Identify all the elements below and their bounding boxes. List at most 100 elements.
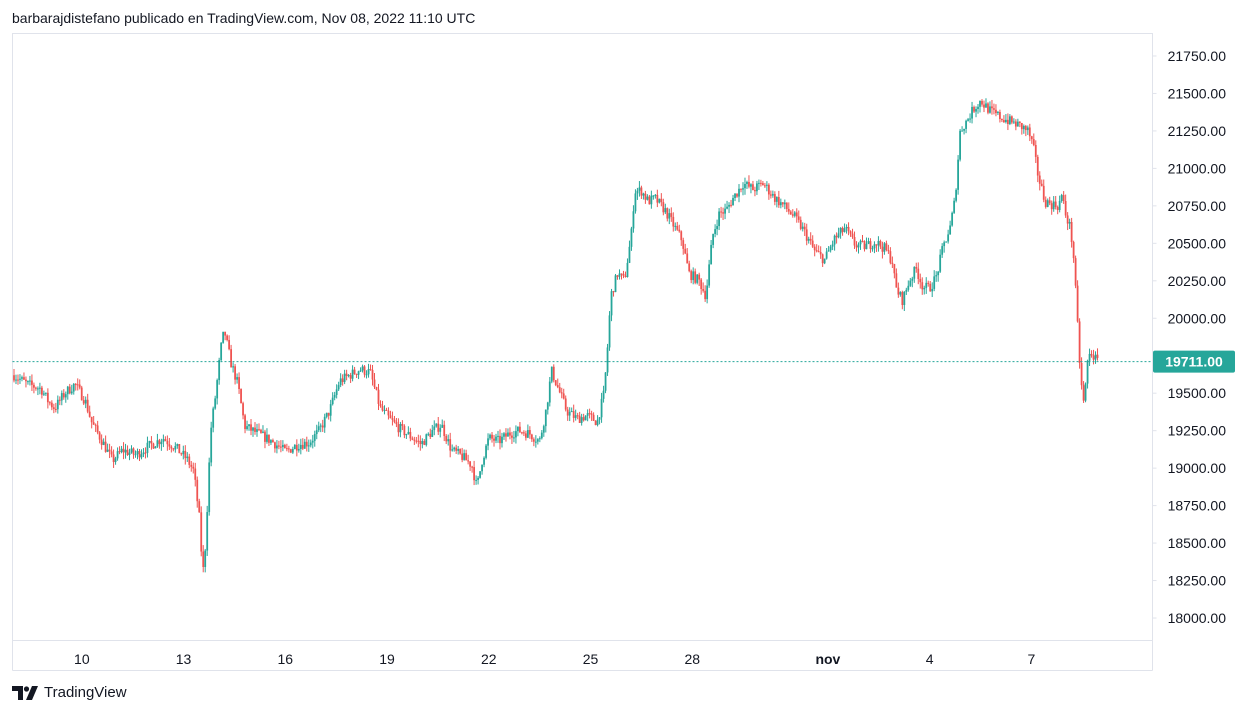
candle-body <box>556 385 559 388</box>
candle-body <box>1050 203 1053 210</box>
candle-body <box>299 444 302 449</box>
candle-body <box>397 424 400 433</box>
candle-body <box>979 100 981 107</box>
candle-body <box>86 399 89 412</box>
candle-body <box>25 379 27 382</box>
candle-body <box>48 402 51 404</box>
candle-body <box>140 454 143 458</box>
candle-body <box>1060 195 1063 201</box>
candle-body <box>666 208 669 219</box>
footer-brand[interactable]: TradingView <box>12 684 127 701</box>
candle-body <box>560 392 563 394</box>
candle-body <box>355 373 358 375</box>
candle-body <box>538 438 541 440</box>
candle-body <box>913 266 916 279</box>
candle-body <box>389 415 392 419</box>
candle-body <box>752 184 754 191</box>
candle-body <box>1036 156 1039 176</box>
candle-body <box>307 445 310 447</box>
candle-body <box>746 181 748 185</box>
candle-body <box>473 467 475 481</box>
candle-body <box>268 434 270 443</box>
candle-body <box>839 227 842 234</box>
candle-body <box>1048 200 1051 204</box>
x-tick-label: 28 <box>684 651 700 667</box>
candle-body <box>437 423 440 432</box>
candle-body <box>588 413 591 415</box>
candle-body <box>315 430 318 435</box>
candle-body <box>1024 125 1027 131</box>
candle-body <box>712 233 715 245</box>
candle-body <box>1058 200 1061 210</box>
candle-body <box>879 240 882 247</box>
candle-body <box>851 233 854 238</box>
candle-body <box>742 188 744 190</box>
candle-body <box>1042 185 1045 200</box>
candle-body <box>869 241 872 249</box>
candle-body <box>122 448 125 453</box>
candle-body <box>849 231 852 234</box>
candle-body <box>313 434 316 441</box>
candle-body <box>1026 127 1029 131</box>
candle-body <box>429 433 432 437</box>
candle-body <box>114 458 117 463</box>
y-tick-label: 18000.00 <box>1168 610 1227 626</box>
candle-body <box>27 381 29 383</box>
y-tick-label: 21000.00 <box>1168 160 1227 176</box>
candle-body <box>254 427 256 432</box>
candle-body <box>327 412 330 416</box>
candle-body <box>325 412 328 417</box>
candle-body <box>479 471 481 478</box>
candle-body <box>911 278 914 281</box>
candle-body <box>443 424 446 437</box>
candle-body <box>596 419 599 426</box>
candle-body <box>507 432 509 437</box>
candle-body <box>698 274 701 280</box>
candle-body <box>644 193 647 200</box>
candle-body <box>242 403 244 416</box>
candle-body <box>875 244 878 246</box>
candle-body <box>674 225 677 227</box>
candle-body <box>1038 175 1041 184</box>
candle-body <box>279 446 282 448</box>
y-tick-label: 19000.00 <box>1168 460 1227 476</box>
candle-body <box>829 246 832 251</box>
candle-body <box>544 409 547 427</box>
candle-body <box>877 240 880 246</box>
candle-body <box>730 204 732 206</box>
candle-body <box>837 233 840 238</box>
candle-body <box>941 246 944 255</box>
candle-body <box>696 274 699 283</box>
candle-body <box>546 402 549 410</box>
candle-body <box>564 398 567 410</box>
candle-body <box>56 399 59 410</box>
candle-body <box>391 418 394 420</box>
candle-body <box>1003 120 1005 123</box>
candle-body <box>46 392 49 403</box>
candle-body <box>943 242 946 247</box>
candle-body <box>1076 285 1079 322</box>
candle-body <box>210 427 213 463</box>
candle-body <box>311 440 314 443</box>
candle-body <box>636 190 639 194</box>
candle-body <box>993 108 995 110</box>
candle-body <box>702 289 705 291</box>
candle-body <box>80 387 83 401</box>
candle-body <box>532 439 535 442</box>
candle-body <box>156 440 159 447</box>
candle-body <box>983 104 985 108</box>
candle-body <box>1020 122 1023 130</box>
candle-body <box>160 441 163 445</box>
candle-body <box>522 432 525 434</box>
candle-body <box>708 264 711 286</box>
last-price-tag <box>1153 350 1235 373</box>
candle-body <box>371 369 374 380</box>
y-tick-label: 18750.00 <box>1168 498 1227 514</box>
candle-body <box>758 182 760 184</box>
candle-body <box>66 386 69 395</box>
candle-body <box>638 187 641 191</box>
candle-body <box>1084 383 1087 401</box>
candle-body <box>668 213 671 219</box>
candle-body <box>70 391 73 394</box>
